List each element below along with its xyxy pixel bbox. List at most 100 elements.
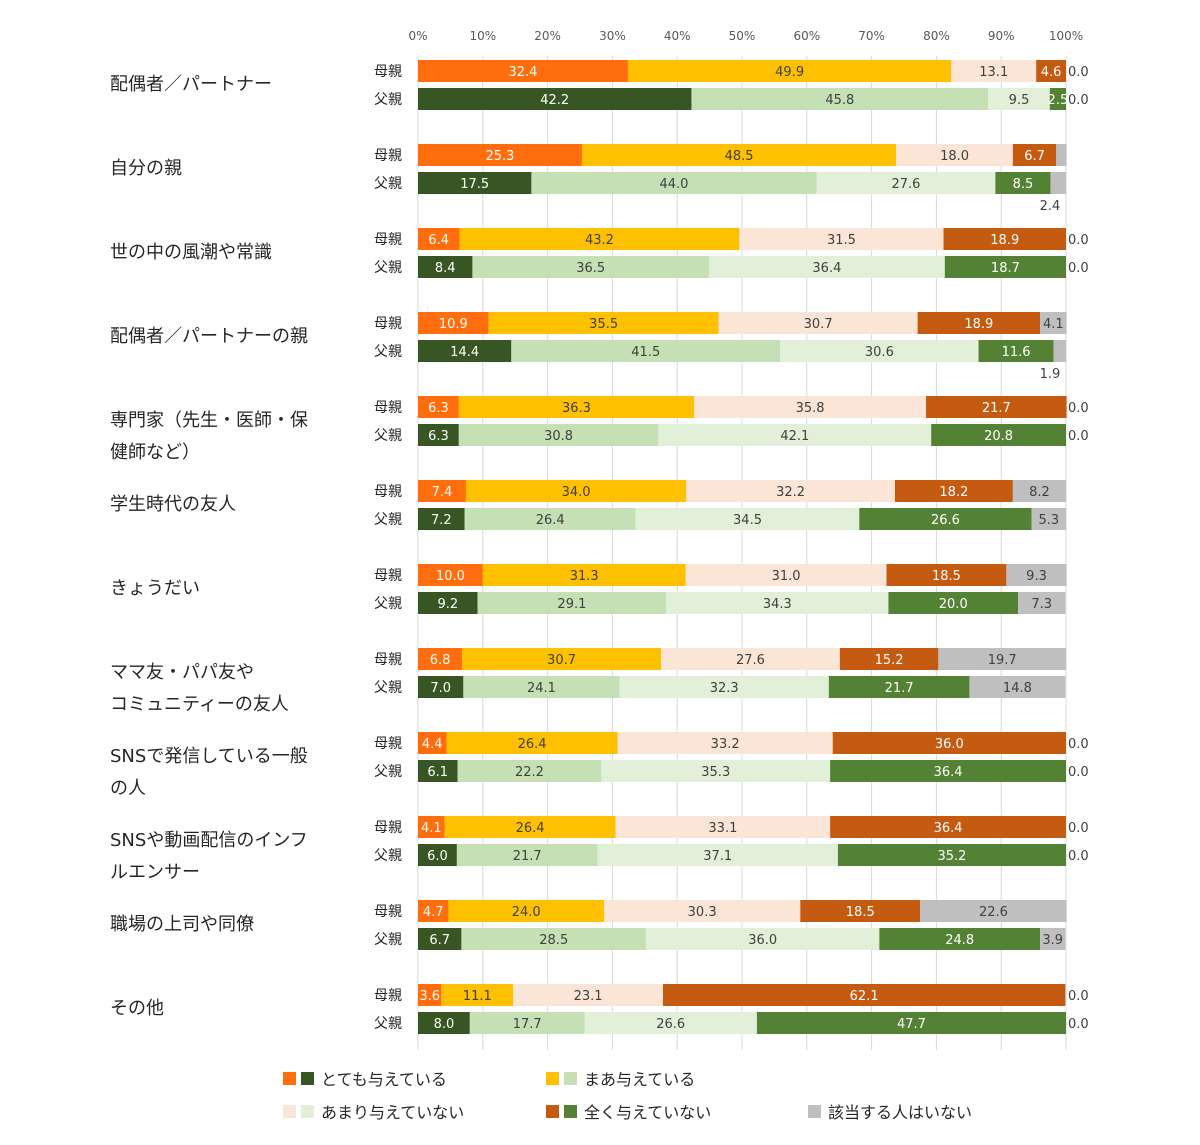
bar-segment (477, 592, 667, 614)
legend-swatch (546, 1072, 559, 1085)
value-label: 31.5 (827, 233, 856, 248)
bar-segment (418, 508, 465, 530)
x-tick-label: 20% (534, 29, 561, 43)
subgroup-label: 父親 (374, 512, 402, 528)
value-label: 8.2 (1029, 485, 1050, 500)
value-label: 6.3 (428, 401, 449, 416)
bar-segment (944, 256, 1066, 278)
bar-segment (472, 256, 709, 278)
bar-segment (461, 928, 647, 950)
value-label: 17.7 (513, 1017, 542, 1032)
bar-segment (978, 340, 1054, 362)
bar-segment (458, 424, 659, 446)
bar-segment (418, 984, 442, 1006)
value-label: 49.9 (775, 65, 804, 80)
value-label: 30.7 (547, 653, 576, 668)
bar-segment (969, 676, 1066, 698)
subgroup-label: 父親 (374, 848, 402, 864)
value-label: 8.4 (435, 261, 456, 276)
value-label: 27.6 (891, 177, 920, 192)
subgroup-label: 父親 (374, 344, 402, 360)
bar-segment (617, 732, 833, 754)
x-tick-label: 70% (858, 29, 885, 43)
value-label: 0.0 (1068, 65, 1089, 80)
category-label: ママ友・パパ友や (110, 662, 254, 683)
bar-segment (418, 228, 460, 250)
bar-segment (418, 816, 445, 838)
value-label: 1.9 (1040, 367, 1061, 382)
value-label: 8.0 (434, 1017, 455, 1032)
bar-segment (800, 900, 921, 922)
category-label: SNSで発信している一般 (110, 746, 308, 767)
value-label: 37.1 (703, 849, 732, 864)
bar-segment (446, 732, 618, 754)
value-label: 0.0 (1068, 821, 1089, 836)
value-label: 22.6 (979, 905, 1008, 920)
bar-segment (1053, 340, 1066, 362)
value-label: 4.4 (422, 737, 443, 752)
category-label: 職場の上司や同僚 (110, 914, 254, 935)
bar-segment (418, 676, 464, 698)
value-label: 7.0 (430, 681, 451, 696)
value-label: 3.6 (419, 989, 440, 1004)
bar-segment (718, 312, 918, 334)
subgroup-label: 父親 (374, 260, 402, 276)
bar-segment (581, 144, 897, 166)
bar-segment (839, 648, 939, 670)
value-label: 0.0 (1068, 849, 1089, 864)
value-label: 20.8 (984, 429, 1013, 444)
value-label: 9.3 (1026, 569, 1047, 584)
bar-segment (531, 172, 817, 194)
value-label: 30.8 (544, 429, 573, 444)
value-label: 2.5 (1048, 93, 1069, 108)
x-tick-label: 10% (469, 29, 496, 43)
bar-segment (615, 816, 831, 838)
subgroup-label: 父親 (374, 176, 402, 192)
bar-segment (859, 508, 1032, 530)
value-label: 30.6 (865, 345, 894, 360)
category-label: その他 (110, 998, 164, 1019)
value-label: 11.1 (463, 989, 492, 1004)
legend-swatch (283, 1105, 296, 1118)
value-label: 4.1 (1043, 317, 1064, 332)
value-label: 9.2 (437, 597, 458, 612)
value-label: 34.3 (763, 597, 792, 612)
legend-label: あまり与えていない (321, 1103, 464, 1122)
bar-segment (418, 480, 466, 502)
bar-segment (828, 676, 970, 698)
value-label: 35.5 (589, 317, 618, 332)
bar-segment (418, 760, 458, 782)
bar-segment (488, 312, 719, 334)
value-label: 25.3 (485, 149, 514, 164)
bar-segment (511, 340, 781, 362)
value-label: 18.0 (940, 149, 969, 164)
value-label: 6.1 (427, 765, 448, 780)
bar-segment (457, 760, 602, 782)
subgroup-label: 母親 (374, 64, 402, 80)
value-label: 11.6 (1002, 345, 1031, 360)
value-label: 19.7 (988, 653, 1017, 668)
value-label: 24.8 (945, 933, 974, 948)
value-label: 4.7 (423, 905, 444, 920)
bar-segment (816, 172, 996, 194)
value-label: 0.0 (1068, 1017, 1089, 1032)
legend-label: 該当する人はいない (828, 1103, 972, 1122)
category-label: コミュニティーの友人 (110, 694, 289, 715)
value-label: 44.0 (659, 177, 688, 192)
value-label: 33.2 (711, 737, 740, 752)
bar-segment (418, 312, 489, 334)
bar-segment (418, 396, 459, 418)
value-label: 32.3 (710, 681, 739, 696)
value-label: 26.4 (516, 821, 545, 836)
legend-swatch (301, 1072, 314, 1085)
bar-segment (931, 424, 1066, 446)
x-tick-label: 60% (793, 29, 820, 43)
bar-segment (635, 508, 860, 530)
value-label: 34.5 (733, 513, 762, 528)
bar-segment (1040, 928, 1066, 950)
bar-segment (584, 1012, 757, 1034)
bar-segment (418, 256, 473, 278)
x-tick-label: 90% (988, 29, 1015, 43)
category-label: SNSや動画配信のインフ (110, 830, 308, 851)
